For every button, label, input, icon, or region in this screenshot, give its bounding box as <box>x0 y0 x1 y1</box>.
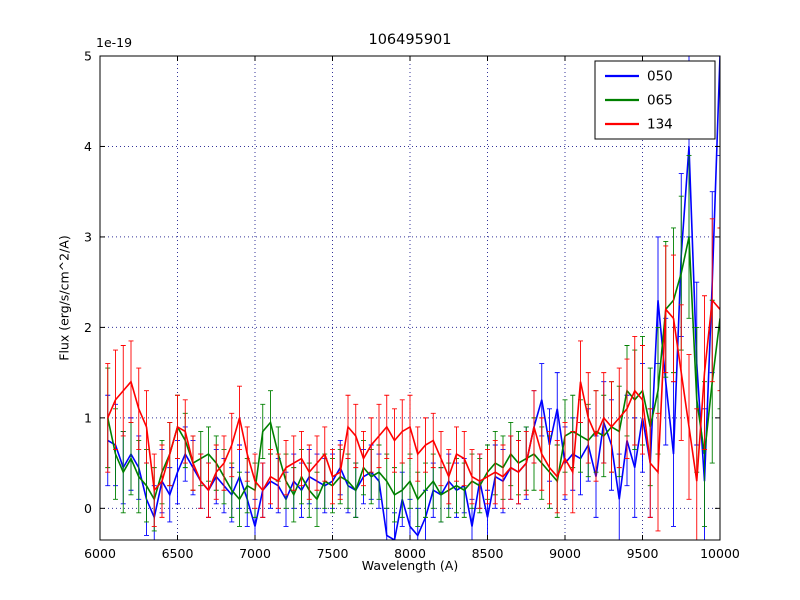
x-tick-label: 7500 <box>317 546 349 561</box>
y-tick-label: 5 <box>84 49 92 64</box>
y-axis-label: Flux (erg/s/cm^2/A) <box>56 235 72 361</box>
x-tick-label: 10000 <box>700 546 740 561</box>
x-tick-label: 9000 <box>549 546 581 561</box>
series-line-065 <box>106 236 720 502</box>
y-axis-offset-label: 1e-19 <box>96 35 133 50</box>
series-line-134 <box>107 298 720 493</box>
x-tick-label: 7000 <box>239 546 271 561</box>
x-tick-label: 8000 <box>394 546 426 561</box>
legend-label-065: 065 <box>647 93 673 109</box>
plot-area <box>105 56 720 540</box>
y-tick-label: 2 <box>84 320 92 335</box>
y-tick-label: 4 <box>84 139 92 154</box>
x-tick-label: 6500 <box>162 546 194 561</box>
chart-title: 106495901 <box>368 32 452 48</box>
legend-label-134: 134 <box>647 117 673 133</box>
errorbars-134 <box>105 218 720 540</box>
y-tick-label: 3 <box>84 229 92 244</box>
x-tick-label: 9500 <box>627 546 659 561</box>
x-tick-label: 8500 <box>472 546 504 561</box>
x-tick-label: 6000 <box>84 546 116 561</box>
y-tick-label: 1 <box>84 410 92 425</box>
x-axis-label: Wavelength (A) <box>361 558 459 573</box>
legend-label-050: 050 <box>647 69 673 85</box>
y-tick-label: 0 <box>84 501 92 516</box>
